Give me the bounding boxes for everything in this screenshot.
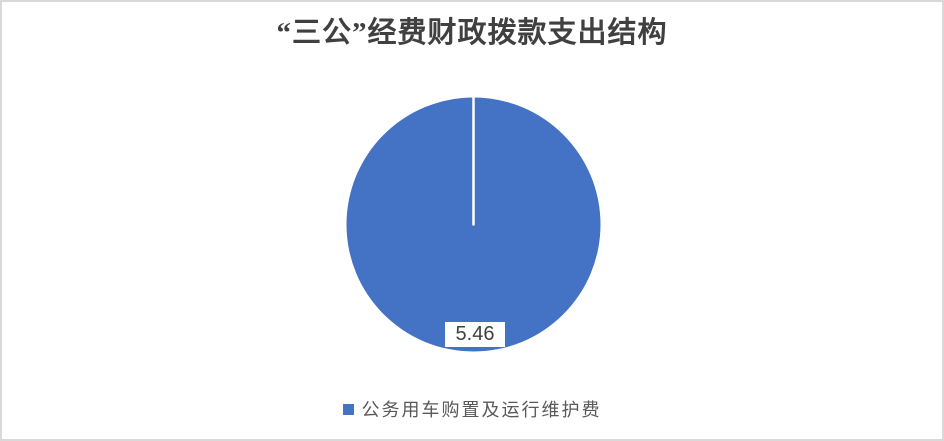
legend-item-label: 公务用车购置及运行维护费 bbox=[361, 400, 602, 420]
chart-title: “三公”经费财政拨款支出结构 bbox=[276, 17, 668, 49]
pie-data-label: 5.46 bbox=[445, 322, 505, 347]
chart-legend: 公务用车购置及运行维护费 bbox=[2, 397, 942, 421]
legend-marker-icon bbox=[342, 403, 354, 415]
